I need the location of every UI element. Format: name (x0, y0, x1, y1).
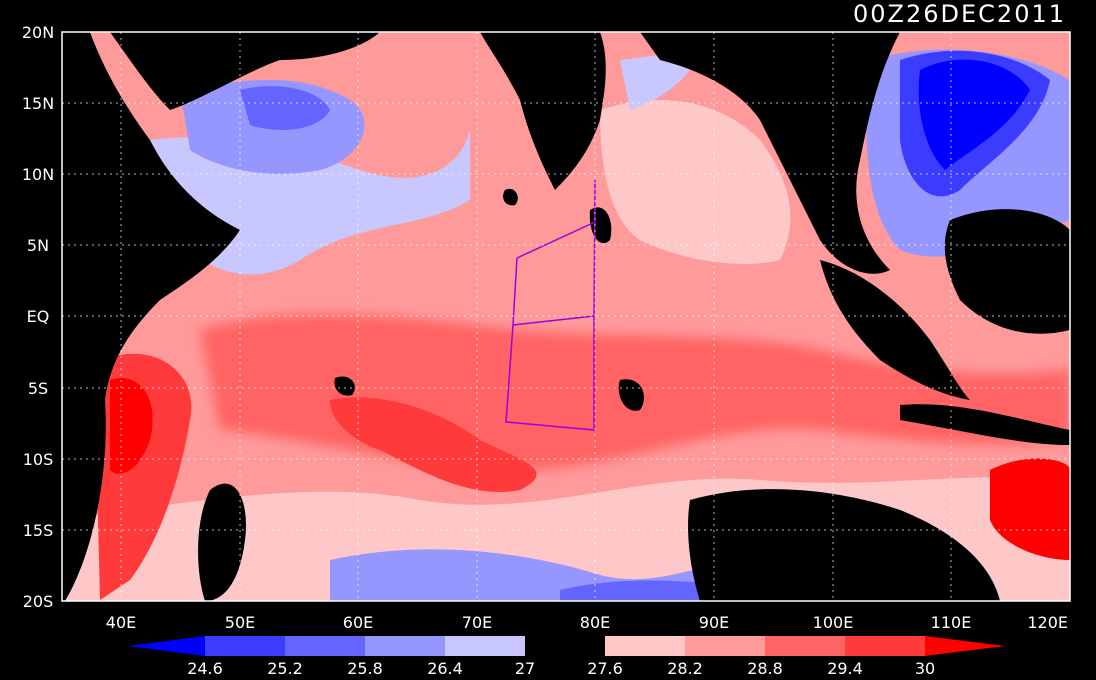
colorbar-label: 27 (515, 659, 535, 678)
colorbar-label: 25.8 (347, 659, 383, 678)
lon-label: 100E (813, 613, 854, 632)
colorbar-label: 29.4 (827, 659, 863, 678)
map-panel (62, 32, 1070, 601)
lat-label: 20N (22, 23, 54, 42)
sumatra-land (820, 260, 970, 400)
lon-label: 120E (1027, 613, 1068, 632)
colorbar-segment (685, 636, 765, 656)
colorbar-label: 24.6 (187, 659, 223, 678)
lon-label: 60E (343, 613, 373, 632)
colorbar-low-arrow (128, 636, 205, 656)
lat-label: 5N (27, 236, 49, 255)
latitude-labels: 20N 15N 10N 5N EQ 5S 10S 15S 20S (22, 23, 54, 611)
colorbar-segment (205, 636, 285, 656)
map-frame (61, 31, 1071, 602)
south-china-sea-coldest (918, 59, 1030, 170)
colorbar-label: 28.2 (667, 659, 703, 678)
mask-island (618, 379, 644, 411)
australia-land (688, 489, 1000, 601)
region-outline-mid (512, 315, 595, 326)
borneo-land (944, 209, 1070, 334)
colorbar-segment (285, 636, 365, 656)
lat-label: 20S (23, 592, 54, 611)
lon-label: 110E (931, 613, 972, 632)
lon-label: 50E (225, 613, 255, 632)
colorbar: 24.6 25.2 25.8 26.4 27 27.6 28.2 28.8 29… (128, 636, 1005, 678)
java-land (900, 404, 1070, 445)
central-warm-core (330, 397, 537, 492)
lon-label: 40E (106, 613, 136, 632)
colorbar-segment (445, 636, 525, 656)
java-warm-core (990, 458, 1070, 560)
lon-label: 80E (580, 613, 610, 632)
colorbar-label: 27.6 (587, 659, 623, 678)
colorbar-label: 30 (915, 659, 935, 678)
lon-label: 70E (462, 613, 492, 632)
colorbar-segment (525, 636, 605, 656)
bay-of-bengal (600, 100, 791, 264)
arabia-land (110, 32, 380, 110)
lat-label: 15N (22, 94, 54, 113)
colorbar-label: 28.8 (747, 659, 783, 678)
india-land (480, 32, 606, 190)
small-island-1 (334, 376, 355, 396)
colorbar-segment (605, 636, 685, 656)
arabian-sea-colder (240, 86, 330, 130)
grid-lines (62, 32, 1070, 601)
somali-hot-core (110, 378, 153, 474)
lat-label: 15S (23, 521, 54, 540)
colorbar-segment (765, 636, 845, 656)
colorbar-segment (845, 636, 925, 656)
indochina-land (640, 32, 900, 274)
region-outline-top (516, 221, 596, 259)
region-outline (505, 179, 596, 431)
longitude-labels: 40E 50E 60E 70E 80E 90E 100E 110E 120E (106, 613, 1068, 632)
lat-label: EQ (27, 307, 50, 326)
lat-label: 5S (28, 379, 48, 398)
colorbar-segment (365, 636, 445, 656)
lat-label: 10N (22, 165, 54, 184)
small-island-2 (503, 188, 518, 206)
colorbar-label: 26.4 (427, 659, 463, 678)
lon-label: 90E (699, 613, 729, 632)
africa-land (62, 32, 240, 601)
lat-label: 10S (23, 450, 54, 469)
date-title: 00Z26DEC2011 (853, 0, 1066, 28)
colorbar-label: 25.2 (267, 659, 303, 678)
madagascar-land (198, 483, 246, 601)
colorbar-high-arrow (925, 636, 1005, 656)
